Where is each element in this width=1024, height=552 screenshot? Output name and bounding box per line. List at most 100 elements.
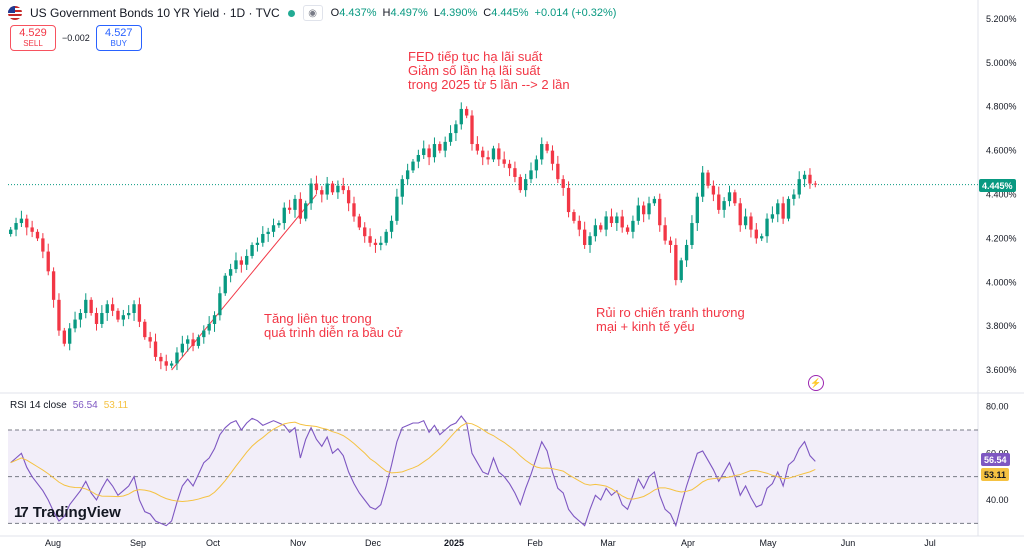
candle-body: [19, 218, 24, 224]
sell-button[interactable]: 4.529 SELL: [10, 25, 56, 51]
candle-body: [443, 141, 447, 151]
candle-body: [51, 271, 56, 300]
candle-body: [127, 313, 131, 316]
candle-body: [582, 229, 587, 245]
candle-body: [73, 319, 77, 329]
candle-body: [228, 269, 233, 276]
candle-body: [422, 148, 426, 156]
candle-body: [808, 174, 812, 184]
candle-body: [760, 236, 764, 239]
candle-body: [384, 231, 388, 243]
eye-icon[interactable]: ◉: [302, 5, 323, 21]
grid-lines: [0, 0, 1024, 537]
candle-body: [9, 229, 13, 235]
rsi-ma-badge: 53.11: [981, 468, 1010, 481]
candle-body: [481, 150, 485, 158]
candle-body: [186, 339, 190, 344]
candle-body: [320, 190, 324, 195]
candle-body: [169, 363, 174, 366]
date-tick-label: Mar: [600, 538, 616, 548]
candle-body: [330, 183, 335, 193]
rsi-value: 56.54: [72, 400, 98, 411]
candle-body: [110, 304, 115, 311]
candle-body: [518, 176, 522, 191]
candle-body: [781, 203, 785, 219]
candle-body: [695, 196, 699, 224]
candle-body: [663, 225, 667, 241]
candle-body: [266, 231, 270, 235]
candle-body: [577, 220, 581, 230]
candle-body: [690, 223, 694, 245]
candle-body: [593, 225, 598, 237]
rsi-legend: RSI 14 close 56.54 53.11: [10, 400, 128, 411]
candle-body: [271, 225, 276, 232]
candle-body: [293, 198, 297, 210]
candle-body: [46, 251, 50, 272]
ohlc-values: O4.437% H4.497% L4.390% C4.445% +0.014 (…: [330, 7, 617, 19]
candle-body: [357, 216, 362, 228]
election-trend-line: [171, 194, 317, 371]
rsi-ma-value: 53.11: [103, 400, 129, 411]
price-tick-label: 4.800%: [986, 102, 1017, 112]
candle-body: [62, 330, 66, 344]
candle-body: [304, 203, 308, 219]
candle-body: [743, 216, 748, 226]
candle-body: [143, 321, 147, 338]
candle-body: [733, 192, 737, 204]
candle-body: [78, 313, 83, 320]
candle-body: [679, 260, 683, 281]
candle-body: [706, 172, 710, 186]
candle-body: [625, 227, 630, 232]
candle-body: [411, 161, 415, 171]
symbol-title[interactable]: US Government Bonds 10 YR Yield · 1D · T…: [30, 6, 280, 20]
candle-body: [529, 170, 533, 180]
candle-body: [191, 339, 195, 346]
candle-body: [566, 187, 571, 213]
candle-body: [105, 304, 109, 314]
market-status-dot-icon: [287, 9, 295, 17]
candle-body: [432, 144, 437, 158]
rsi-tick-label: 40.00: [986, 495, 1009, 505]
candle-body: [636, 205, 640, 221]
flash-icon[interactable]: ⚡: [808, 375, 824, 391]
candle-body: [674, 244, 678, 281]
sell-price: 4.529: [19, 27, 47, 39]
tradingview-logo: 17 TradingView: [14, 504, 121, 521]
candle-body: [454, 124, 458, 134]
rsi-tick-label: 80.00: [986, 402, 1009, 412]
price-tick-label: 5.000%: [986, 58, 1017, 68]
candle-body: [802, 174, 807, 180]
candle-body: [776, 203, 780, 215]
candle-body: [341, 185, 345, 191]
candle-body: [416, 155, 421, 162]
rsi-ma-line: [10, 421, 816, 503]
candle-body: [25, 218, 29, 228]
candle-body: [523, 179, 528, 191]
candle-body: [717, 194, 721, 210]
candle-body: [534, 159, 539, 171]
buy-label: BUY: [110, 39, 127, 48]
trend-line: [171, 194, 317, 371]
candle-body: [298, 198, 303, 219]
candle-body: [786, 198, 791, 219]
last-price-badge: 4.445%: [979, 179, 1016, 192]
candle-body: [615, 216, 619, 224]
candle-body: [223, 275, 227, 294]
candle-body: [352, 203, 356, 217]
candle-body: [218, 293, 222, 316]
candle-body: [540, 144, 544, 160]
candle-body: [797, 179, 801, 195]
trade-buttons: 4.529 SELL −0.002 4.527 BUY: [10, 25, 142, 51]
candle-body: [792, 194, 796, 199]
price-tick-label: 4.200%: [986, 233, 1017, 243]
candle-body: [550, 150, 555, 164]
candle-body: [363, 227, 367, 237]
date-tick-label: Nov: [290, 538, 307, 548]
buy-button[interactable]: 4.527 BUY: [95, 25, 142, 51]
candle-body: [497, 148, 501, 160]
candle-body: [491, 148, 496, 160]
date-tick-label: May: [759, 538, 777, 548]
candle-body: [609, 216, 614, 224]
